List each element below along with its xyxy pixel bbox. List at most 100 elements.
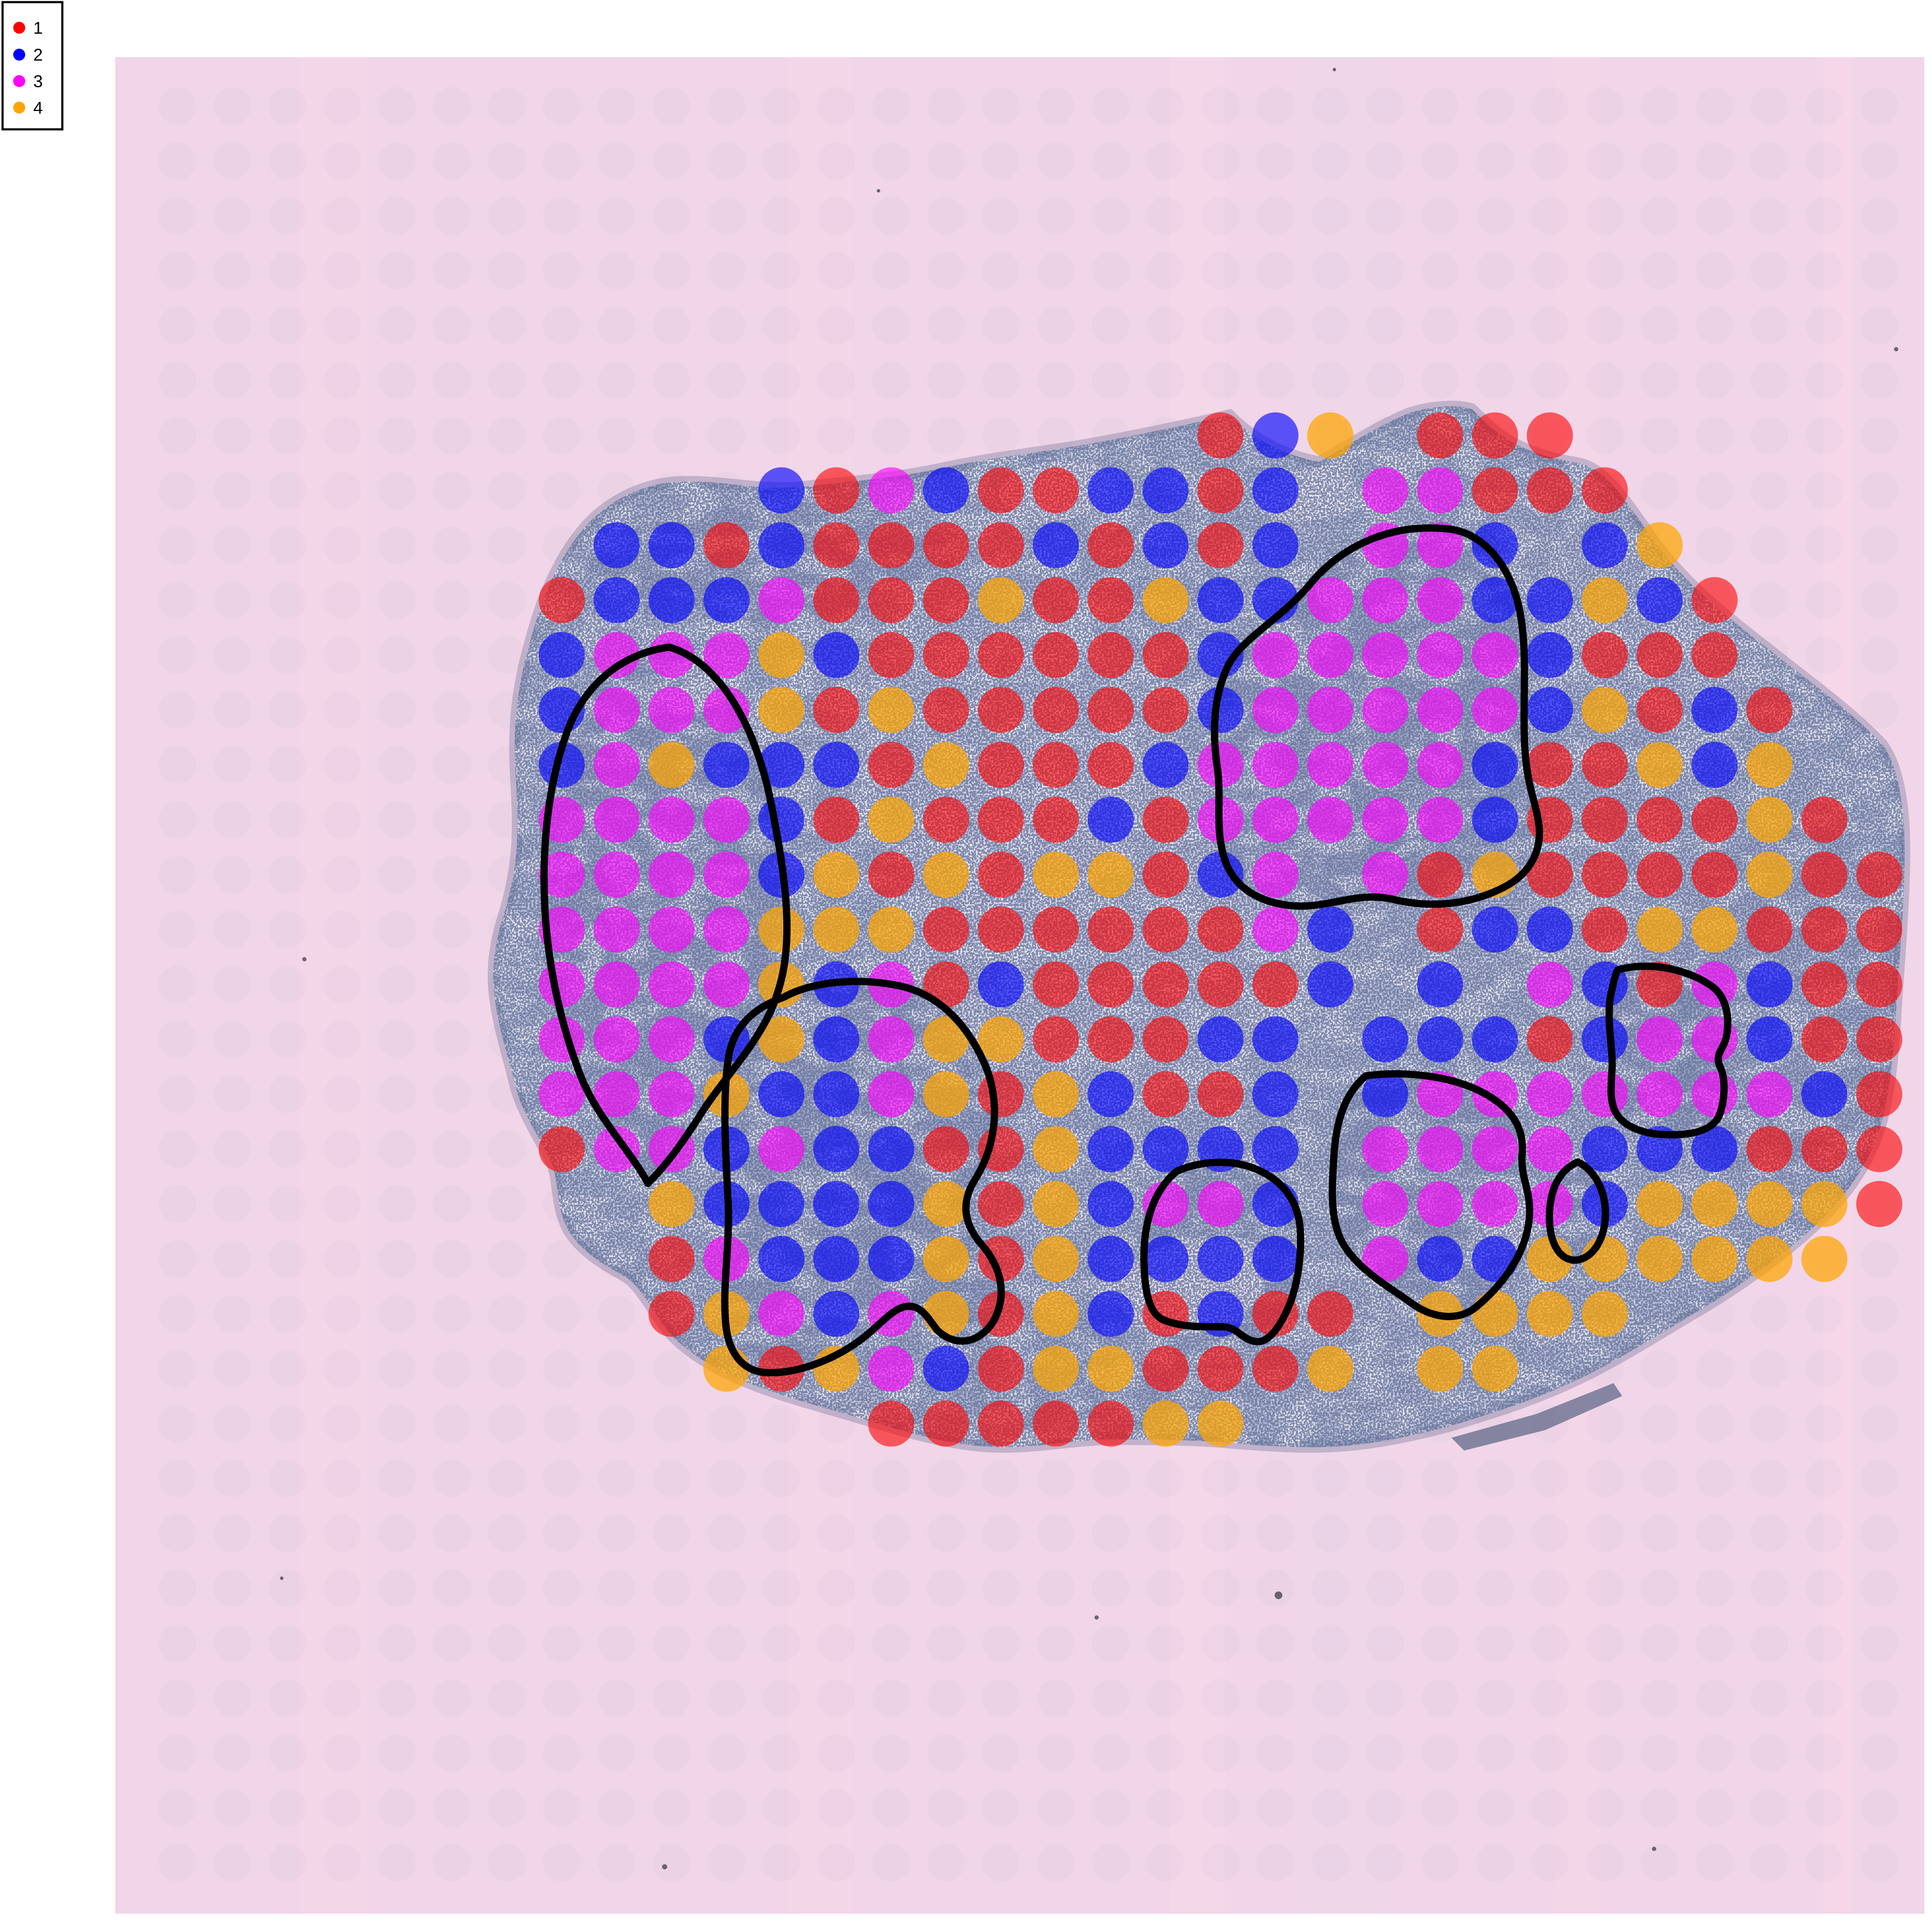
spot-cluster-2 [868,1126,914,1172]
spot-cluster-1 [1197,412,1244,458]
spot-cluster-3 [1526,1126,1573,1172]
spot-cluster-3 [648,1016,695,1063]
spot-cluster-1 [1582,906,1628,953]
spot-cluster-2 [1088,1126,1134,1172]
spot-cluster-2 [539,632,585,678]
spot-cluster-3 [593,797,640,843]
spot-cluster-2 [1417,961,1463,1007]
spot-cluster-1 [1088,577,1134,623]
annotation-region-outline [1605,962,1731,1139]
spot-cluster-1 [1637,961,1683,1007]
spot-cluster-3 [593,687,640,733]
spot-cluster-4 [1307,412,1354,458]
spot-cluster-4 [923,1016,969,1063]
spot-cluster-1 [978,1236,1024,1282]
spot-cluster-1 [1142,961,1189,1007]
spot-cluster-1 [978,1400,1024,1447]
spot-cluster-1 [868,577,914,623]
spot-cluster-1 [1582,797,1628,843]
spot-cluster-2 [1252,1126,1299,1172]
spot-cluster-4 [1746,851,1793,898]
spot-cluster-3 [1197,1181,1244,1227]
spot-cluster-2 [1637,577,1683,623]
legend-label-cluster-4: 4 [33,99,43,117]
spot-cluster-4 [1746,797,1793,843]
spot-cluster-1 [868,632,914,678]
spot-cluster-3 [868,1071,914,1118]
spot-cluster-1 [1033,687,1079,733]
spot-cluster-1 [1691,632,1738,678]
spot-cluster-4 [1033,851,1079,898]
annotation-region-outline [721,978,1005,1377]
spot-cluster-1 [1088,961,1134,1007]
spot-cluster-3 [1417,1181,1463,1227]
spot-cluster-2 [813,742,859,788]
spot-cluster-3 [1691,1071,1738,1118]
spot-cluster-1 [1856,906,1903,953]
spot-cluster-2 [1197,1016,1244,1063]
spot-cluster-4 [758,906,805,953]
spot-cluster-1 [978,522,1024,569]
spot-cluster-3 [593,961,640,1007]
spot-cluster-4 [923,1236,969,1282]
spot-cluster-3 [648,961,695,1007]
spot-cluster-2 [1142,522,1189,569]
spot-cluster-1 [1526,742,1573,788]
spot-cluster-4 [1142,577,1189,623]
spot-cluster-3 [539,961,585,1007]
spot-cluster-2 [758,1181,805,1227]
annotation-region-outline [1328,1070,1533,1320]
spot-cluster-4 [1033,1126,1079,1172]
spot-cluster-2 [813,1236,859,1282]
spot-cluster-1 [978,742,1024,788]
spot-cluster-1 [1197,961,1244,1007]
spot-cluster-1 [1526,851,1573,898]
spot-cluster-3 [1746,1071,1793,1118]
spot-cluster-1 [1856,851,1903,898]
spot-cluster-1 [1801,797,1847,843]
tissue-tendril [1451,1383,1622,1451]
spot-cluster-2 [923,467,969,514]
spot-cluster-4 [1637,1236,1683,1282]
spot-cluster-2 [1472,577,1518,623]
spot-cluster-3 [1417,577,1463,623]
spot-cluster-1 [1088,1016,1134,1063]
spot-cluster-4 [978,577,1024,623]
spot-cluster-1 [1088,906,1134,953]
spot-cluster-3 [703,906,750,953]
spot-cluster-2 [1088,467,1134,514]
spot-cluster-3 [1417,742,1463,788]
spot-cluster-4 [1637,742,1683,788]
spot-cluster-1 [1252,1346,1299,1392]
spot-cluster-2 [1746,1016,1793,1063]
spot-cluster-1 [1691,851,1738,898]
spot-cluster-1 [1746,687,1793,733]
spot-cluster-4 [758,1016,805,1063]
spot-cluster-3 [703,632,750,678]
spot-cluster-3 [593,1071,640,1118]
spot-cluster-1 [868,1400,914,1447]
spot-cluster-2 [1526,577,1573,623]
spot-cluster-3 [1417,632,1463,678]
spot-cluster-1 [978,906,1024,953]
spot-cluster-2 [1088,1181,1134,1227]
spot-cluster-4 [1197,1400,1244,1447]
spot-cluster-1 [1746,1126,1793,1172]
spot-cluster-3 [648,906,695,953]
spot-cluster-3 [1252,742,1299,788]
spot-cluster-4 [923,851,969,898]
legend-swatch-cluster-1 [13,22,25,34]
spot-cluster-4 [1746,742,1793,788]
spot-cluster-2 [1307,906,1354,953]
spot-cluster-3 [1307,577,1354,623]
spot-cluster-3 [539,1071,585,1118]
spot-cluster-1 [1033,467,1079,514]
spot-cluster-1 [539,577,585,623]
spot-cluster-2 [1362,1071,1408,1118]
legend-box [1,1,64,131]
spot-cluster-2 [1088,797,1134,843]
dust-specks [280,68,1898,1869]
spot-cluster-4 [868,906,914,953]
spot-cluster-2 [1307,961,1354,1007]
